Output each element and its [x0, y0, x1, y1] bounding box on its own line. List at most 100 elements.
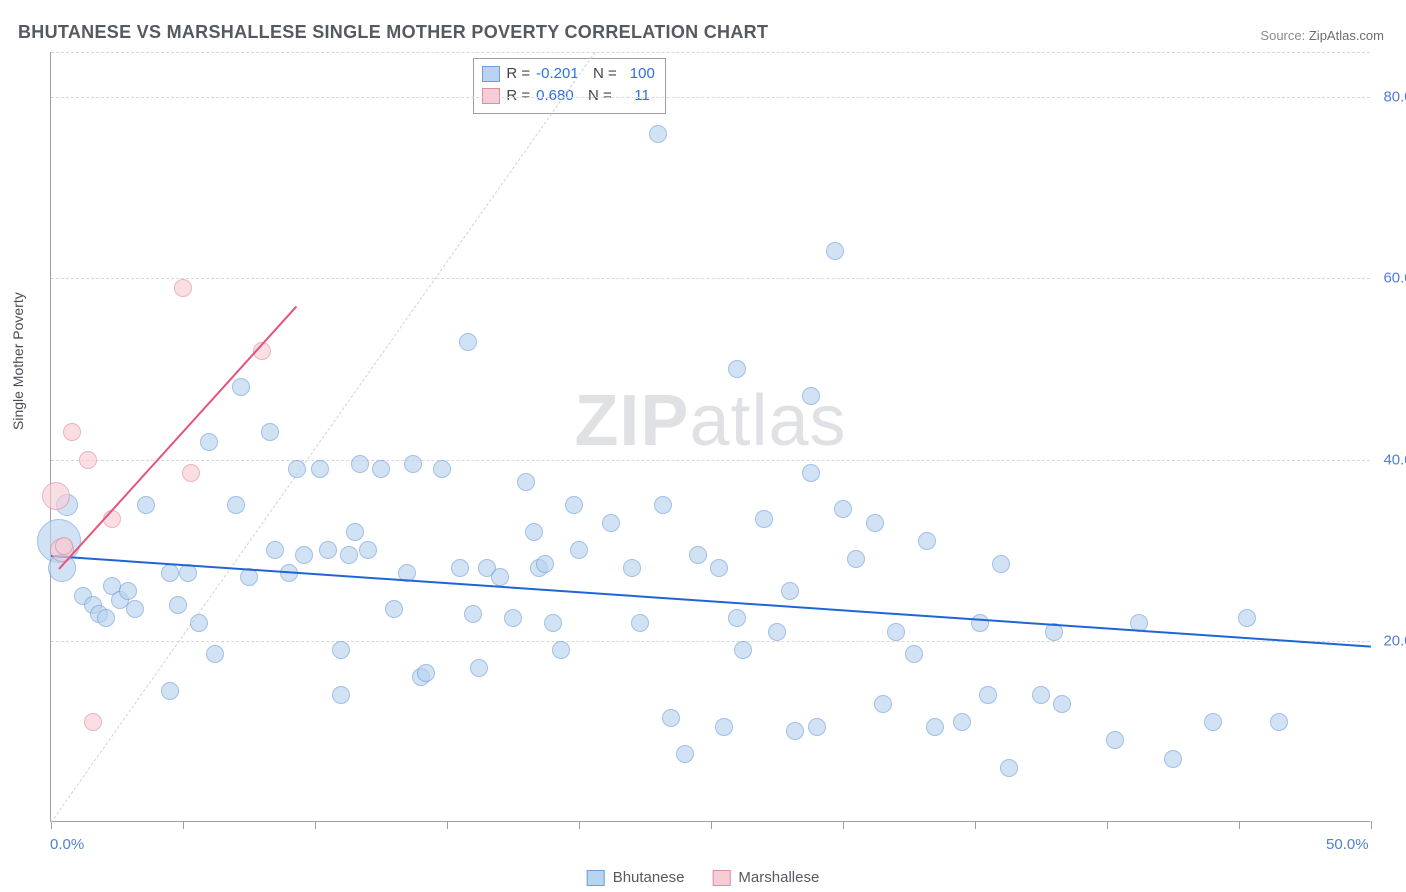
y-tick-label: 60.0% [1383, 270, 1406, 287]
data-point [847, 550, 865, 568]
data-point [332, 686, 350, 704]
data-point [1053, 695, 1071, 713]
x-tick [711, 821, 712, 829]
chart-title: BHUTANESE VS MARSHALLESE SINGLE MOTHER P… [18, 22, 768, 43]
data-point [295, 546, 313, 564]
data-point [232, 378, 250, 396]
data-point [63, 423, 81, 441]
x-tick-label: 0.0% [50, 836, 84, 853]
data-point [715, 718, 733, 736]
data-point [161, 682, 179, 700]
data-point [182, 464, 200, 482]
watermark-suffix: atlas [689, 381, 846, 461]
data-point [662, 709, 680, 727]
data-point [826, 242, 844, 260]
trend-line [58, 306, 297, 570]
data-point [654, 496, 672, 514]
data-point [464, 605, 482, 623]
data-point [261, 423, 279, 441]
data-point [459, 333, 477, 351]
data-point [525, 523, 543, 541]
data-point [451, 559, 469, 577]
scatter-plot-area: ZIPatlas R = -0.201 N = 100 R = 0.680 N … [50, 52, 1370, 822]
data-point [602, 514, 620, 532]
data-point [887, 623, 905, 641]
series-swatch [482, 88, 500, 104]
data-point [570, 541, 588, 559]
data-point [1204, 713, 1222, 731]
data-point [346, 523, 364, 541]
n-label: N = [585, 63, 617, 85]
data-point [755, 510, 773, 528]
series-swatch [482, 66, 500, 82]
n-value: 100 [623, 63, 655, 85]
data-point [372, 460, 390, 478]
y-tick-label: 20.0% [1383, 632, 1406, 649]
data-point [953, 713, 971, 731]
x-tick-label: 50.0% [1326, 836, 1369, 853]
data-point [631, 614, 649, 632]
data-point [319, 541, 337, 559]
data-point [781, 582, 799, 600]
source-attribution: Source: ZipAtlas.com [1260, 28, 1384, 43]
data-point [623, 559, 641, 577]
data-point [1164, 750, 1182, 768]
data-point [768, 623, 786, 641]
data-point [288, 460, 306, 478]
n-label: N = [580, 85, 612, 107]
data-point [517, 473, 535, 491]
data-point [84, 713, 102, 731]
data-point [227, 496, 245, 514]
data-point [710, 559, 728, 577]
data-point [676, 745, 694, 763]
data-point [385, 600, 403, 618]
reference-line [51, 52, 596, 823]
x-tick [1239, 821, 1240, 829]
data-point [874, 695, 892, 713]
data-point [1270, 713, 1288, 731]
data-point [126, 600, 144, 618]
x-tick [843, 821, 844, 829]
source-value: ZipAtlas.com [1309, 28, 1384, 43]
data-point [918, 532, 936, 550]
data-point [97, 609, 115, 627]
data-point [926, 718, 944, 736]
data-point [1000, 759, 1018, 777]
data-point [728, 360, 746, 378]
data-point [802, 464, 820, 482]
data-point [404, 455, 422, 473]
data-point [470, 659, 488, 677]
data-point [1238, 609, 1256, 627]
legend-swatch [712, 870, 730, 886]
data-point [119, 582, 137, 600]
data-point [79, 451, 97, 469]
x-tick [447, 821, 448, 829]
watermark-prefix: ZIP [574, 381, 689, 461]
x-tick [579, 821, 580, 829]
data-point [433, 460, 451, 478]
x-tick [1371, 821, 1372, 829]
data-point [504, 609, 522, 627]
stats-row: R = -0.201 N = 100 [482, 63, 654, 85]
r-label: R = [506, 85, 530, 107]
data-point [137, 496, 155, 514]
data-point [266, 541, 284, 559]
legend-label: Marshallese [738, 869, 819, 886]
data-point [169, 596, 187, 614]
r-label: R = [506, 63, 530, 85]
data-point [992, 555, 1010, 573]
x-tick [975, 821, 976, 829]
data-point [351, 455, 369, 473]
data-point [728, 609, 746, 627]
source-label: Source: [1260, 28, 1305, 43]
data-point [905, 645, 923, 663]
y-gridline [51, 278, 1370, 279]
legend-swatch [587, 870, 605, 886]
data-point [979, 686, 997, 704]
data-point [536, 555, 554, 573]
x-tick [1107, 821, 1108, 829]
data-point [808, 718, 826, 736]
legend-item: Marshallese [712, 869, 819, 886]
data-point [311, 460, 329, 478]
data-point [174, 279, 192, 297]
